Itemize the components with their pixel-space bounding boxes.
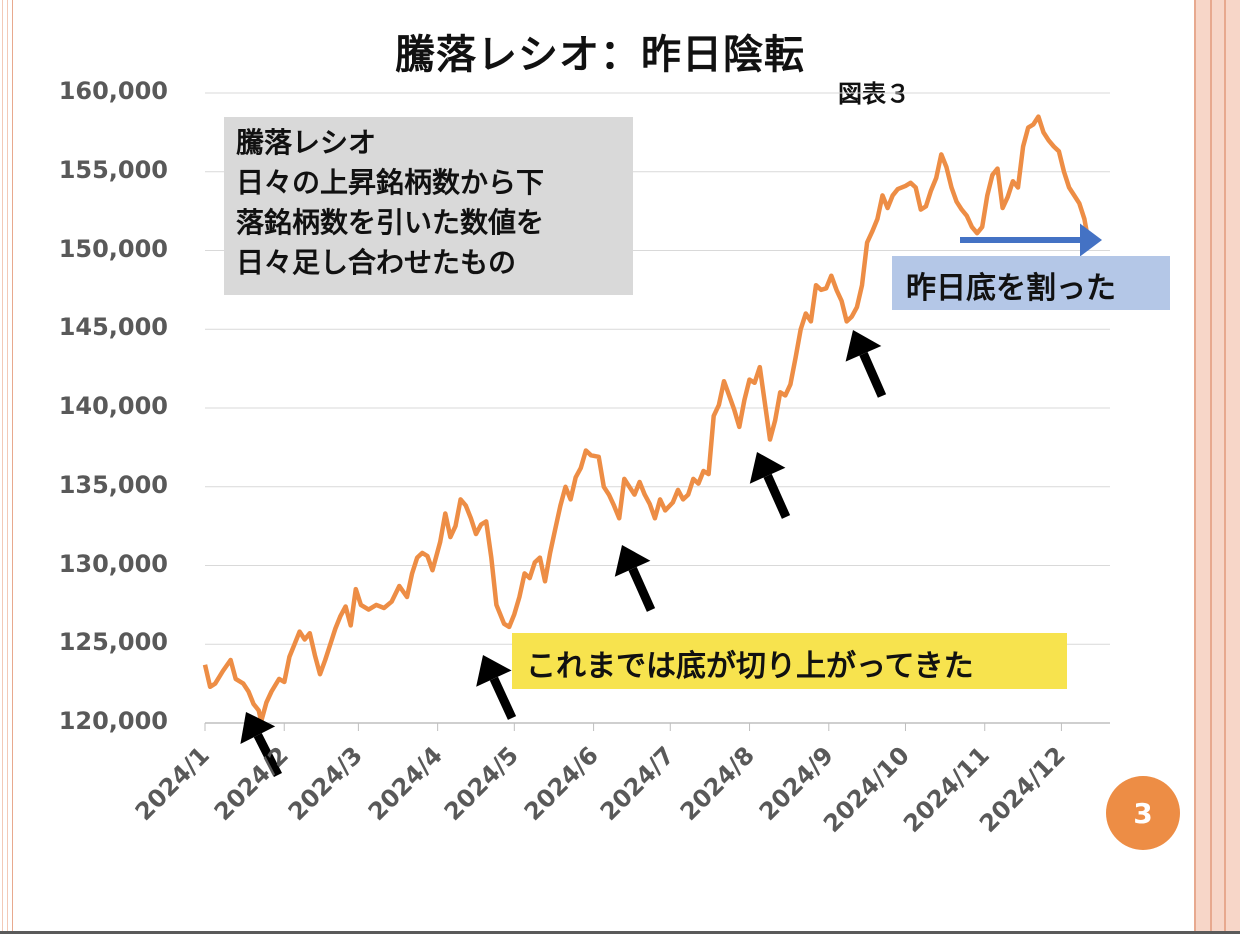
- chart-title: 騰落レシオ：昨日陰転: [395, 32, 805, 78]
- annotation-arrow: [749, 452, 791, 519]
- y-tick-label: 130,000: [58, 549, 168, 578]
- right-frame-border: [1188, 0, 1240, 934]
- figure-label: 図表３: [838, 80, 910, 108]
- y-tick-label: 135,000: [58, 470, 168, 499]
- y-tick-label: 150,000: [58, 234, 168, 263]
- y-tick-label: 125,000: [58, 628, 168, 657]
- y-tick-label: 160,000: [58, 77, 168, 105]
- broke-low-note: 昨日底を割った: [892, 256, 1170, 310]
- definition-line: 日々の上昇銘柄数から下: [236, 166, 545, 199]
- left-frame-border: [0, 0, 13, 934]
- y-tick-label: 155,000: [58, 155, 168, 184]
- definition-line: 落銘柄数を引いた数値を: [236, 206, 545, 239]
- annotation-arrow: [845, 330, 887, 398]
- annotation-arrow: [960, 223, 1102, 257]
- annotation-arrows: [240, 223, 1102, 778]
- y-tick-label: 120,000: [58, 707, 168, 735]
- definition-line: 騰落レシオ: [236, 126, 377, 159]
- y-tick-label: 145,000: [58, 313, 168, 342]
- series-line: [202, 114, 1092, 724]
- rising-bottoms-note: これまでは底が切り上がってきた: [512, 633, 1067, 689]
- annotation-arrow: [240, 712, 283, 778]
- annotation-arrow: [476, 655, 517, 720]
- y-tick-label: 140,000: [58, 392, 168, 420]
- page-number-badge: 3: [1106, 776, 1180, 850]
- definition-line: 日々足し合わせたもの: [236, 246, 517, 279]
- definition-box: 騰落レシオ 日々の上昇銘柄数から下 落銘柄数を引いた数値を 日々足し合わせたもの: [224, 117, 633, 295]
- annotation-arrow: [614, 545, 656, 612]
- bottom-divider: [0, 931, 1240, 934]
- series-layer: [202, 114, 1092, 724]
